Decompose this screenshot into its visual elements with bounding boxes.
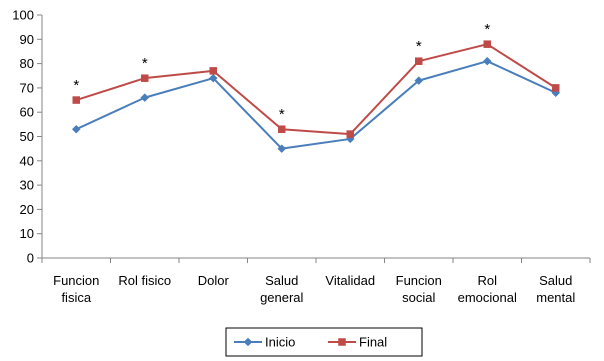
y-tick-label: 60 bbox=[20, 105, 34, 120]
series-lines bbox=[71, 40, 561, 154]
y-tick-label: 10 bbox=[20, 226, 34, 241]
data-point bbox=[208, 73, 218, 83]
y-tick-label: 70 bbox=[20, 80, 34, 95]
data-point bbox=[483, 40, 491, 48]
x-tick-label-line: mental bbox=[536, 290, 575, 305]
series-line bbox=[75, 60, 557, 150]
legend-label: Final bbox=[359, 335, 387, 350]
legend: Inicio Final bbox=[225, 327, 423, 357]
x-tick-label-line: general bbox=[260, 290, 303, 305]
axes bbox=[37, 14, 591, 263]
x-tick-label-line: Funcion bbox=[53, 273, 99, 288]
x-tick-label-line: Funcion bbox=[396, 273, 442, 288]
data-point bbox=[346, 130, 354, 138]
x-tick-label-line: emocional bbox=[458, 290, 517, 305]
x-tick-label: Salud general bbox=[260, 273, 303, 305]
legend-item-final: Final bbox=[328, 335, 387, 350]
y-tick-label: 40 bbox=[20, 153, 34, 168]
x-tick-label-line: Rol bbox=[477, 273, 497, 288]
y-tick-label: 80 bbox=[20, 56, 34, 71]
x-tick-label: Funcion social bbox=[396, 273, 442, 305]
data-point bbox=[415, 57, 423, 65]
data-point bbox=[552, 84, 560, 92]
x-tick-label-line: Salud bbox=[265, 273, 298, 288]
x-tick-label-line: Vitalidad bbox=[325, 273, 375, 288]
x-tick-label: Salud mental bbox=[536, 273, 575, 305]
y-tick-label: 20 bbox=[20, 202, 34, 217]
legend-item-inicio: Inicio bbox=[234, 335, 295, 350]
x-tick-label-line: Dolor bbox=[198, 273, 230, 288]
y-tick-label: 50 bbox=[20, 129, 34, 144]
x-tick-label: Vitalidad bbox=[325, 273, 375, 288]
legend-swatch-marker bbox=[243, 337, 253, 347]
significance-star: * bbox=[73, 77, 79, 94]
significance-star: * bbox=[142, 55, 148, 72]
series-inicio bbox=[71, 56, 561, 154]
data-point bbox=[72, 96, 80, 104]
y-tick-label: 90 bbox=[20, 32, 34, 47]
y-tick-label: 30 bbox=[20, 178, 34, 193]
x-tick-label-line: fisica bbox=[61, 290, 91, 305]
y-tick-label: 100 bbox=[12, 8, 34, 23]
series-line bbox=[75, 43, 557, 136]
significance-star: * bbox=[416, 38, 422, 55]
x-tick-label: Funcion fisica bbox=[53, 273, 99, 305]
x-tick-label-line: social bbox=[402, 290, 435, 305]
x-tick-label-line: Rol fisico bbox=[118, 273, 171, 288]
y-tick-labels: 0 10 20 30 40 50 60 70 80 90 100 bbox=[12, 8, 34, 266]
y-tick-label: 0 bbox=[27, 251, 34, 266]
x-tick-label: Rol emocional bbox=[458, 273, 517, 305]
data-point bbox=[277, 144, 287, 154]
data-point bbox=[482, 56, 492, 66]
x-tick-labels: Funcion fisica Rol fisico Dolor Salud general… bbox=[53, 273, 575, 305]
data-point bbox=[414, 76, 424, 85]
series-final bbox=[72, 40, 560, 138]
significance-markers: * * * * * bbox=[73, 21, 490, 123]
significance-star: * bbox=[279, 106, 285, 123]
legend-label: Inicio bbox=[265, 335, 295, 350]
x-tick-label: Rol fisico bbox=[118, 273, 171, 288]
significance-star: * bbox=[484, 21, 490, 38]
data-point bbox=[141, 74, 149, 82]
data-point bbox=[209, 67, 217, 75]
x-tick-label: Dolor bbox=[198, 273, 230, 288]
x-tick-label-line: Salud bbox=[539, 273, 572, 288]
data-point bbox=[278, 125, 286, 133]
data-point bbox=[71, 124, 81, 134]
data-point bbox=[140, 93, 150, 102]
legend-swatch-marker bbox=[338, 338, 346, 346]
